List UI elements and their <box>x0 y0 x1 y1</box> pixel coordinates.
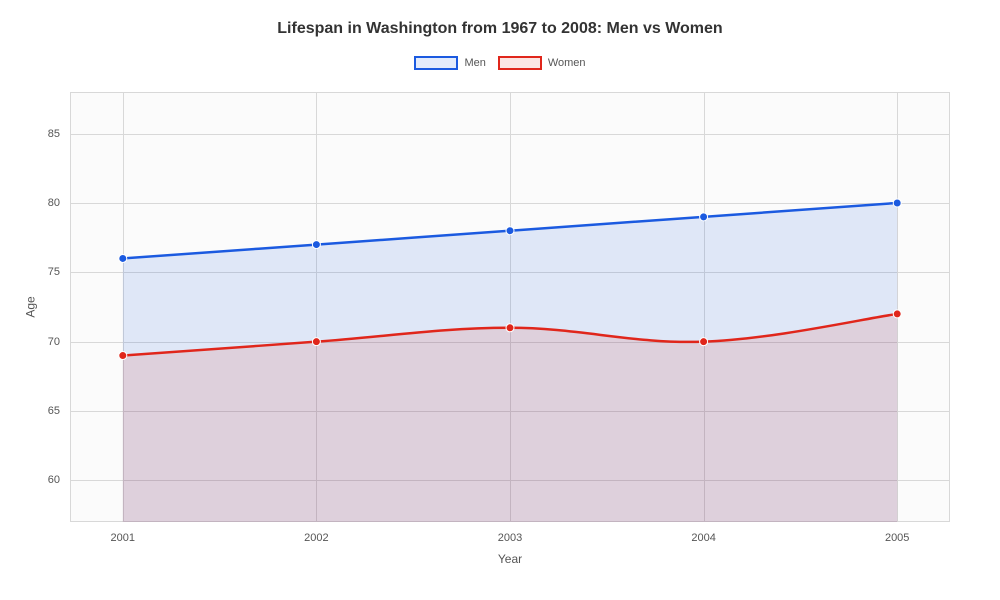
data-point[interactable] <box>700 338 708 346</box>
legend-item-women[interactable]: Women <box>498 56 586 70</box>
y-tick-label: 80 <box>48 197 60 209</box>
data-point[interactable] <box>312 241 320 249</box>
legend-label-men: Men <box>464 57 485 69</box>
plot-area: Age Year 606570758085 200120022003200420… <box>70 92 950 522</box>
x-tick-label: 2003 <box>498 532 522 544</box>
legend-label-women: Women <box>548 57 586 69</box>
chart-title: Lifespan in Washington from 1967 to 2008… <box>0 0 1000 38</box>
y-tick-label: 70 <box>48 336 60 348</box>
x-tick-label: 2005 <box>885 532 909 544</box>
legend-item-men[interactable]: Men <box>414 56 485 70</box>
x-tick-label: 2002 <box>304 532 328 544</box>
data-point[interactable] <box>312 338 320 346</box>
legend: Men Women <box>0 56 1000 70</box>
data-point[interactable] <box>700 213 708 221</box>
x-tick-label: 2001 <box>111 532 135 544</box>
y-axis-label: Age <box>24 296 38 317</box>
legend-swatch-women <box>498 56 542 70</box>
data-point[interactable] <box>506 324 514 332</box>
y-tick-label: 60 <box>48 474 60 486</box>
y-tick-label: 65 <box>48 405 60 417</box>
x-axis-label: Year <box>498 552 522 566</box>
x-tick-label: 2004 <box>691 532 715 544</box>
legend-swatch-men <box>414 56 458 70</box>
data-point[interactable] <box>893 199 901 207</box>
chart-container: Lifespan in Washington from 1967 to 2008… <box>0 0 1000 600</box>
data-point[interactable] <box>119 352 127 360</box>
y-tick-label: 85 <box>48 128 60 140</box>
data-point[interactable] <box>506 227 514 235</box>
plot-svg <box>70 92 950 522</box>
data-point[interactable] <box>893 310 901 318</box>
y-tick-label: 75 <box>48 266 60 278</box>
data-point[interactable] <box>119 254 127 262</box>
